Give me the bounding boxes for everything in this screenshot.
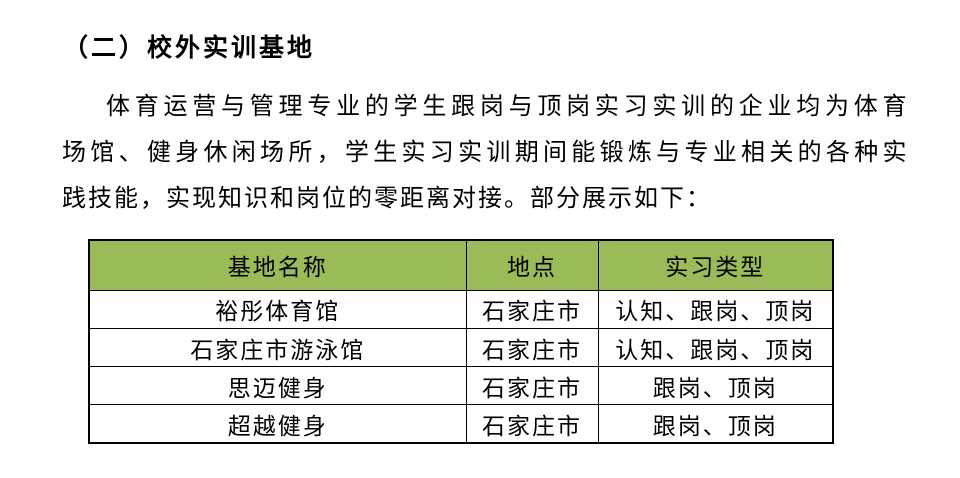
header-internship-type: 实习类型 [597,239,834,291]
cell-base-name: 思迈健身 [88,366,467,406]
paragraph-line: 践技能，实现知识和岗位的零距离对接。部分展示如下： [62,186,712,212]
cell-base-name: 超越健身 [88,404,467,444]
cell-internship-type: 跟岗、顶岗 [597,404,834,444]
cell-internship-type: 认知、跟岗、顶岗 [597,289,834,329]
cell-location: 石家庄市 [465,366,599,406]
table-header-row: 基地名称 地点 实习类型 [88,239,834,291]
cell-location: 石家庄市 [465,327,599,368]
cell-location: 石家庄市 [465,404,599,444]
training-base-table: 基地名称 地点 实习类型 裕彤体育馆 石家庄市 认知、跟岗、顶岗 石家庄市游泳馆… [88,239,834,444]
header-location: 地点 [465,239,599,291]
table-row: 裕彤体育馆 石家庄市 认知、跟岗、顶岗 [88,289,834,329]
table-row: 石家庄市游泳馆 石家庄市 认知、跟岗、顶岗 [88,327,834,368]
cell-base-name: 石家庄市游泳馆 [88,327,467,368]
cell-base-name: 裕彤体育馆 [88,289,467,329]
table-row: 超越健身 石家庄市 跟岗、顶岗 [88,404,834,444]
section-heading: （二）校外实训基地 [63,35,316,62]
cell-internship-type: 跟岗、顶岗 [597,366,834,406]
header-base-name: 基地名称 [88,239,467,291]
cell-location: 石家庄市 [465,289,599,329]
cell-internship-type: 认知、跟岗、顶岗 [597,327,834,368]
paragraph-line: 场馆、健身休闲场所，学生实习实训期间能锻炼与专业相关的各种实 [62,140,910,166]
table-row: 思迈健身 石家庄市 跟岗、顶岗 [88,366,834,406]
paragraph-line: 体育运营与管理专业的学生跟岗与顶岗实习实训的企业均为体育 [106,94,910,120]
body-paragraph: 体育运营与管理专业的学生跟岗与顶岗实习实训的企业均为体育 场馆、健身休闲场所，学… [62,84,910,222]
